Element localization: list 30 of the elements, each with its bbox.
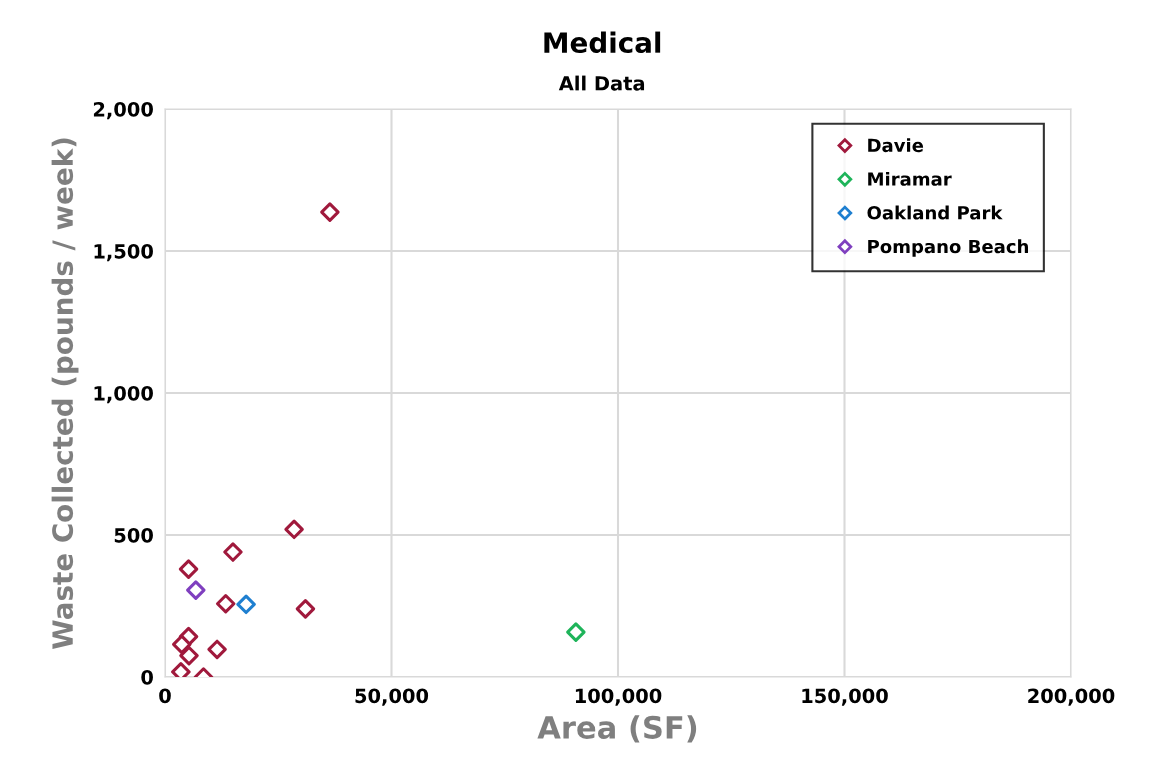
chart-subtitle: All Data	[558, 75, 645, 91]
point	[215, 593, 236, 614]
x-tick-label: 0	[159, 688, 171, 704]
point	[566, 622, 586, 642]
point	[207, 639, 227, 660]
point	[179, 645, 199, 666]
y-tick-label: 1,000	[94, 385, 153, 404]
x-tick-label: 100,000	[575, 688, 662, 706]
point	[223, 542, 243, 562]
y-tick-label: 2,000	[93, 101, 153, 120]
y-tick-label: 500	[114, 527, 153, 543]
point	[295, 599, 316, 619]
point	[236, 594, 256, 615]
legend-label: Oakland Park	[867, 205, 1003, 220]
legend-label: Pompano Beach	[868, 239, 1028, 257]
x-tick-label: 150,000	[802, 688, 888, 706]
y-axis-title: Waste Collected (pounds / week)	[51, 138, 79, 650]
x-axis-title: Area (SF)	[537, 715, 697, 743]
y-tick-label: 0	[141, 669, 153, 685]
legend-label: Miramar	[868, 171, 952, 186]
legend-label: Davie	[868, 138, 924, 153]
point	[284, 519, 304, 540]
x-tick-label: 50,000	[355, 688, 429, 706]
point	[178, 559, 199, 579]
point	[172, 634, 192, 655]
point	[186, 580, 206, 600]
chart-title: Medical	[544, 31, 661, 54]
x-tick-label: 200,000	[1028, 688, 1115, 706]
y-tick-label: 1,500	[94, 243, 153, 262]
point	[320, 202, 340, 222]
